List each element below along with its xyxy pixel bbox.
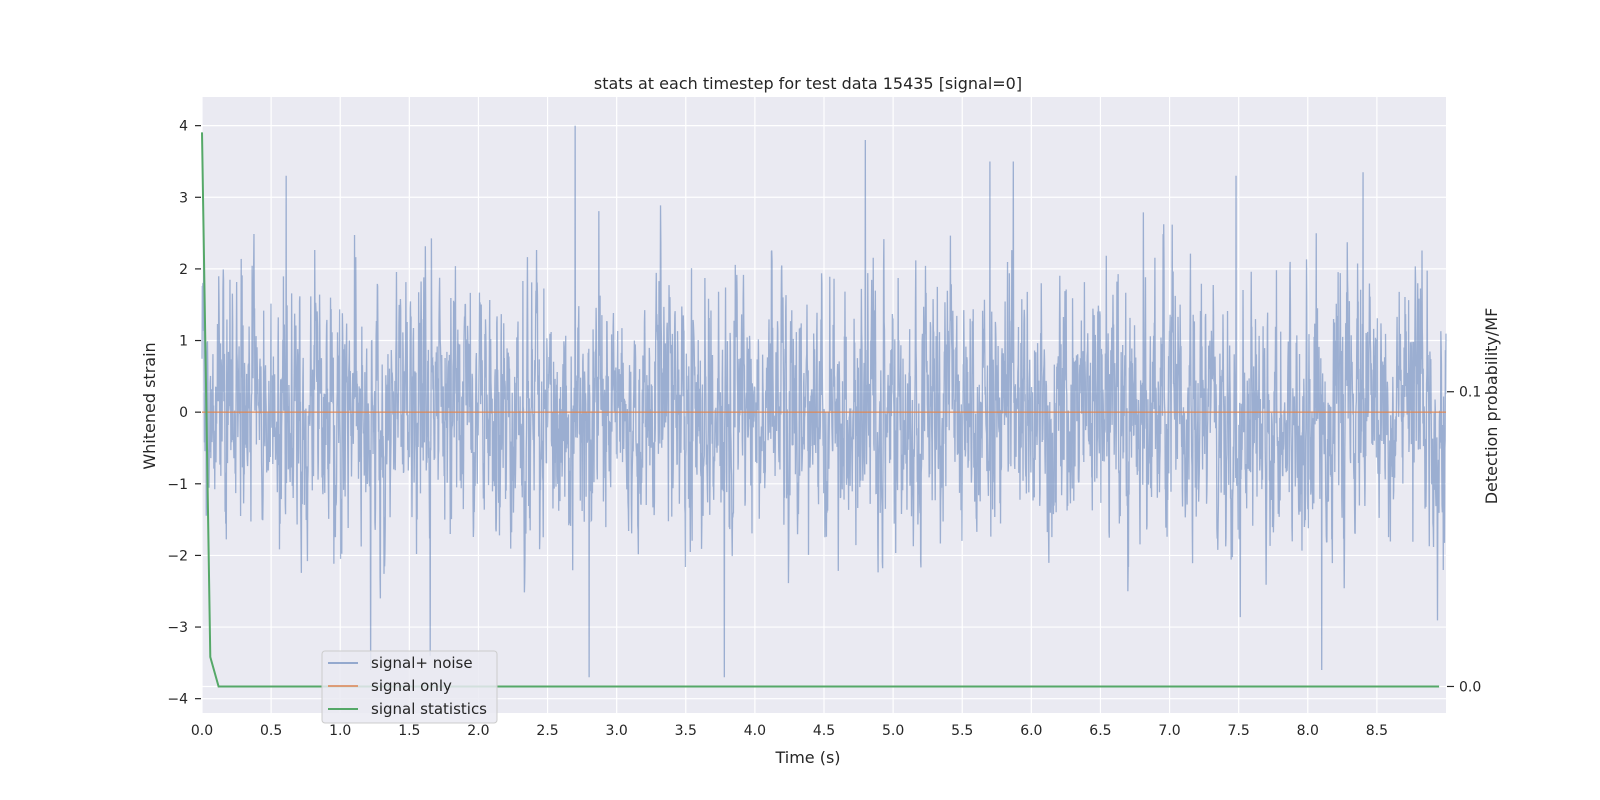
y-tick-label: −2	[167, 548, 188, 564]
y-tick-label: −1	[167, 477, 188, 493]
line-signal-noise	[201, 125, 1447, 678]
y-tick-label: −4	[167, 692, 188, 708]
x-tick-label: 1.0	[329, 723, 351, 739]
y2-tick-label: 0.0	[1459, 679, 1481, 695]
x-tick-label: 2.0	[467, 723, 489, 739]
y2-axis-ticks: 0.1 0.0	[1447, 385, 1481, 695]
y-axis-label: Whitened strain	[140, 342, 159, 469]
series-signal-noise	[201, 125, 1447, 678]
x-tick-label: 7.0	[1158, 723, 1180, 739]
x-tick-label: 4.0	[744, 723, 766, 739]
x-tick-label: 0.5	[260, 723, 282, 739]
x-axis-ticks: 0.0 0.5 1.0 1.5 2.0 2.5 3.0 3.5 4.0 4.5 5.0 5.5 6.0 6…	[191, 723, 1388, 739]
x-tick-label: 0.0	[191, 723, 213, 739]
x-tick-label: 3.0	[606, 723, 628, 739]
legend: signal+ noise signal only signal statist…	[321, 650, 498, 724]
x-tick-label: 7.5	[1228, 723, 1250, 739]
x-tick-label: 1.5	[398, 723, 420, 739]
y-tick-label: 2	[179, 262, 188, 278]
x-tick-label: 5.0	[882, 723, 904, 739]
x-tick-label: 3.5	[675, 723, 697, 739]
y-tick-label: 0	[179, 405, 188, 421]
legend-box	[321, 650, 498, 724]
y-tick-label: 3	[179, 190, 188, 206]
series-signal-statistics	[201, 132, 1440, 688]
x-tick-label: 5.5	[951, 723, 973, 739]
x-tick-label: 8.5	[1366, 723, 1388, 739]
line-signal-statistics	[201, 132, 1440, 688]
x-tick-label: 8.0	[1297, 723, 1319, 739]
y-tick-label: 4	[179, 119, 188, 135]
legend-label-signal-noise: signal+ noise	[371, 654, 473, 672]
chart-title: stats at each timestep for test data 154…	[594, 74, 1022, 93]
y2-tick-label: 0.1	[1459, 385, 1481, 401]
x-axis-label: Time (s)	[774, 748, 840, 767]
y-tick-label: 1	[179, 334, 188, 350]
y-axis-ticks: 4 3 2 1 0 −1 −2 −3 −4	[167, 119, 201, 708]
y2-axis-label: Detection probability/MF	[1482, 308, 1501, 505]
legend-label-signal-only: signal only	[371, 677, 452, 695]
grid	[201, 97, 1446, 713]
x-tick-label: 4.5	[813, 723, 835, 739]
y-tick-label: −3	[167, 620, 188, 636]
x-tick-label: 2.5	[536, 723, 558, 739]
x-tick-label: 6.0	[1020, 723, 1042, 739]
x-tick-label: 6.5	[1089, 723, 1111, 739]
legend-label-signal-statistics: signal statistics	[371, 700, 487, 718]
